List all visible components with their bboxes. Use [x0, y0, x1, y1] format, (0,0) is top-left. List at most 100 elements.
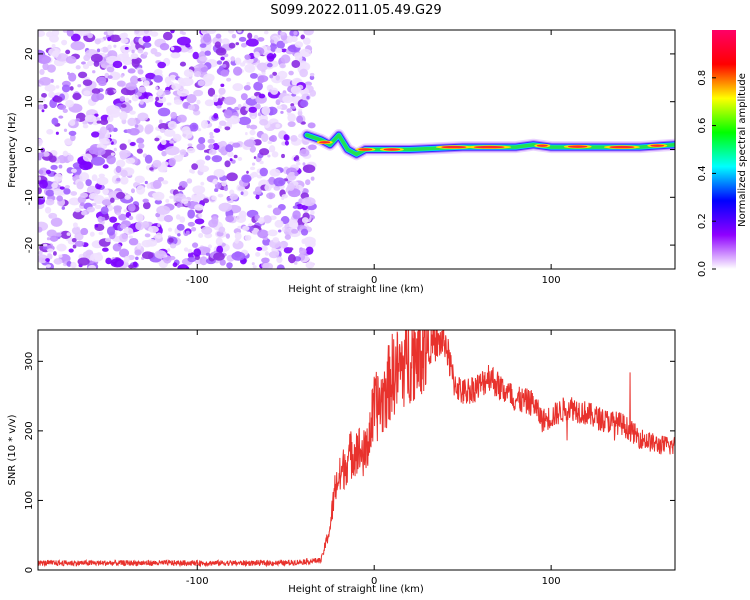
spectrogram-noise-cell — [99, 126, 107, 136]
spectrogram-noise-cell — [253, 81, 263, 91]
spectrogram-noise-cell — [82, 63, 90, 70]
spectrogram-noise-cell — [242, 225, 250, 231]
spectrogram-noise-cell — [51, 44, 56, 48]
spectrogram-noise-cell — [101, 46, 109, 53]
spectrogram-noise-cell — [45, 198, 55, 206]
spectrogram-noise-cell — [87, 32, 93, 39]
spectrogram-noise-cell — [287, 171, 297, 181]
spectrogram-noise-cell — [40, 147, 45, 153]
spectrogram-noise-cell — [130, 188, 136, 194]
spectrogram-noise-cell — [170, 30, 175, 34]
snr-xtick-label: 100 — [542, 576, 561, 587]
spectrogram-ytick-label: 10 — [24, 95, 35, 108]
spectrogram-noise-cell — [298, 248, 307, 255]
spectrogram-noise-cell — [119, 149, 131, 158]
spectrogram-noise-cell — [253, 51, 260, 59]
spectrogram-noise-cell — [201, 226, 213, 235]
spectrogram-noise-cell — [153, 75, 163, 83]
spectrogram-noise-cell — [215, 33, 222, 39]
spectrogram-noise-cell — [287, 254, 296, 264]
spectrogram-noise-cell — [80, 227, 89, 236]
spectrogram-noise-cell — [55, 131, 59, 135]
spectrogram-noise-cell — [218, 125, 222, 129]
spectrogram-noise-cell — [129, 110, 136, 115]
spectrogram-noise-cell — [297, 110, 303, 117]
spectrogram-noise-cell — [91, 202, 97, 206]
spectrogram-noise-cell — [48, 47, 61, 57]
spectrogram-noise-cell — [268, 145, 276, 153]
spectrogram-noise-cell — [116, 159, 126, 168]
spectrogram-noise-cell — [203, 73, 215, 83]
spectrogram-noise-region — [38, 30, 317, 269]
spectrogram-noise-cell — [186, 93, 197, 104]
spectrogram-noise-cell — [128, 264, 135, 269]
spectrogram-noise-cell — [229, 158, 233, 162]
spectrogram-noise-cell — [281, 196, 285, 201]
snr-frame — [37, 329, 676, 571]
spectrogram-noise-cell — [89, 231, 95, 237]
spectrogram-noise-cell — [247, 32, 253, 40]
spectrogram-noise-cell — [116, 177, 121, 182]
spectrogram-noise-cell — [207, 244, 212, 249]
snr-ytick-label: 300 — [24, 352, 35, 371]
spectrogram-noise-cell — [257, 216, 265, 225]
spectrogram-noise-cell — [128, 127, 140, 136]
spectrogram-noise-cell — [225, 144, 234, 153]
spectrogram-noise-cell — [135, 221, 145, 231]
spectrogram-noise-cell — [101, 199, 112, 206]
spectrogram-noise-cell — [282, 95, 294, 104]
spectrogram-noise-cell — [256, 62, 268, 72]
spectrogram-noise-cell — [109, 108, 121, 118]
spectrogram-noise-cell — [38, 169, 44, 175]
spectrogram-noise-cell — [38, 55, 52, 65]
spectrogram-noise-cell — [106, 66, 115, 73]
spectrogram-noise-cell — [233, 154, 238, 159]
spectrogram-noise-cell — [67, 154, 74, 162]
spectrogram-noise-cell — [218, 202, 232, 212]
spectrogram-noise-cell — [50, 164, 58, 170]
spectrogram-noise-cell — [249, 166, 256, 171]
spectrogram-noise-cell — [170, 46, 175, 51]
spectrogram-noise-cell — [139, 100, 144, 105]
spectrogram-noise-cell — [61, 84, 71, 93]
spectrogram-noise-cell — [231, 251, 246, 261]
spectrogram-noise-cell — [213, 113, 219, 119]
spectrogram-noise-cell — [202, 198, 210, 204]
spectrogram-noise-cell — [96, 120, 102, 124]
spectrogram-noise-cell — [251, 115, 256, 120]
spectrogram-noise-cell — [185, 230, 190, 235]
spectrogram-noise-cell — [115, 191, 126, 199]
snr-series-line — [38, 330, 675, 568]
spectrogram-noise-cell — [293, 30, 298, 36]
spectrogram-noise-cell — [113, 44, 117, 48]
spectrogram-noise-cell — [274, 219, 284, 228]
spectrogram-noise-cell — [216, 105, 222, 109]
spectrogram-noise-cell — [185, 43, 191, 48]
spectrogram-noise-cell — [241, 174, 252, 183]
spectrogram-noise-cell — [137, 69, 144, 75]
colorbar-tick-label: 0.8 — [697, 70, 708, 86]
spectrogram-noise-cell — [121, 103, 127, 108]
spectrogram-noise-cell — [65, 49, 71, 55]
spectrogram-noise-cell — [119, 111, 128, 121]
spectrogram-noise-cell — [58, 164, 63, 169]
spectrogram-noise-cell — [257, 75, 265, 84]
spectrogram-noise-cell — [279, 241, 289, 248]
colorbar-tick-label: 0.6 — [697, 118, 708, 134]
spectrogram-noise-cell — [213, 128, 221, 133]
spectrogram-noise-cell — [244, 234, 252, 241]
spectrogram-noise-cell — [224, 126, 231, 131]
spectrogram-noise-cell — [212, 142, 220, 151]
spectrogram-noise-cell — [77, 257, 90, 266]
spectrogram-noise-cell — [223, 186, 229, 192]
spectrogram-noise-cell — [87, 264, 97, 269]
spectrogram-noise-cell — [217, 193, 224, 198]
spectrogram-noise-cell — [96, 76, 107, 84]
snr-xtick-label: 0 — [371, 576, 377, 587]
snr-xlabel: Height of straight line (km) — [288, 584, 424, 595]
spectrogram-noise-cell — [110, 197, 115, 203]
spectrogram-noise-cell — [109, 216, 118, 223]
spectrogram-noise-cell — [63, 188, 71, 195]
spectrogram-noise-cell — [121, 52, 129, 59]
spectrogram-noise-cell — [59, 186, 65, 190]
